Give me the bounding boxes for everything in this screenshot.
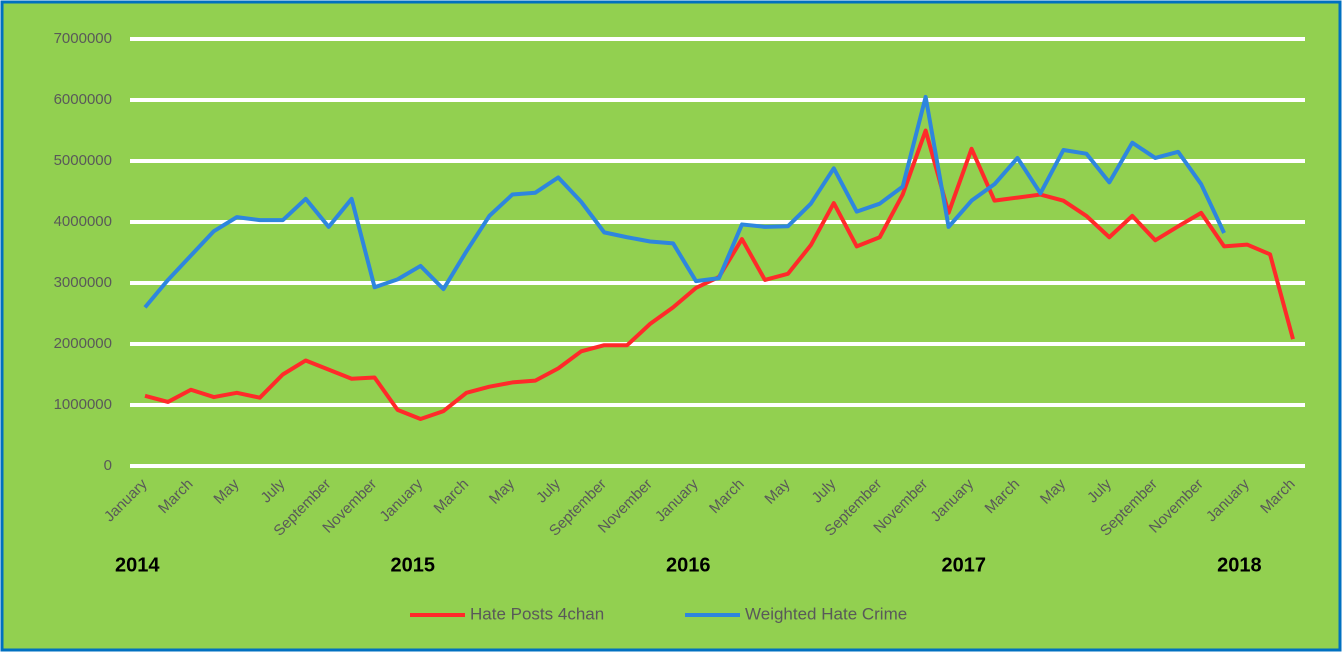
year-label: 2014 [115,554,160,576]
y-tick-label: 4000000 [54,213,112,230]
y-tick-label: 1000000 [54,396,112,413]
y-tick-label: 6000000 [54,91,112,108]
year-label: 2016 [666,554,711,576]
year-label: 2015 [391,554,436,576]
y-tick-label: 3000000 [54,274,112,291]
y-tick-label: 2000000 [54,335,112,352]
legend-label: Weighted Hate Crime [745,604,907,623]
legend-label: Hate Posts 4chan [470,604,604,623]
y-tick-label: 5000000 [54,152,112,169]
year-label: 2017 [942,554,987,576]
year-label: 2018 [1217,554,1262,576]
series-line [143,94,1226,309]
y-tick-label: 0 [104,457,112,474]
y-tick-label: 7000000 [54,30,112,47]
